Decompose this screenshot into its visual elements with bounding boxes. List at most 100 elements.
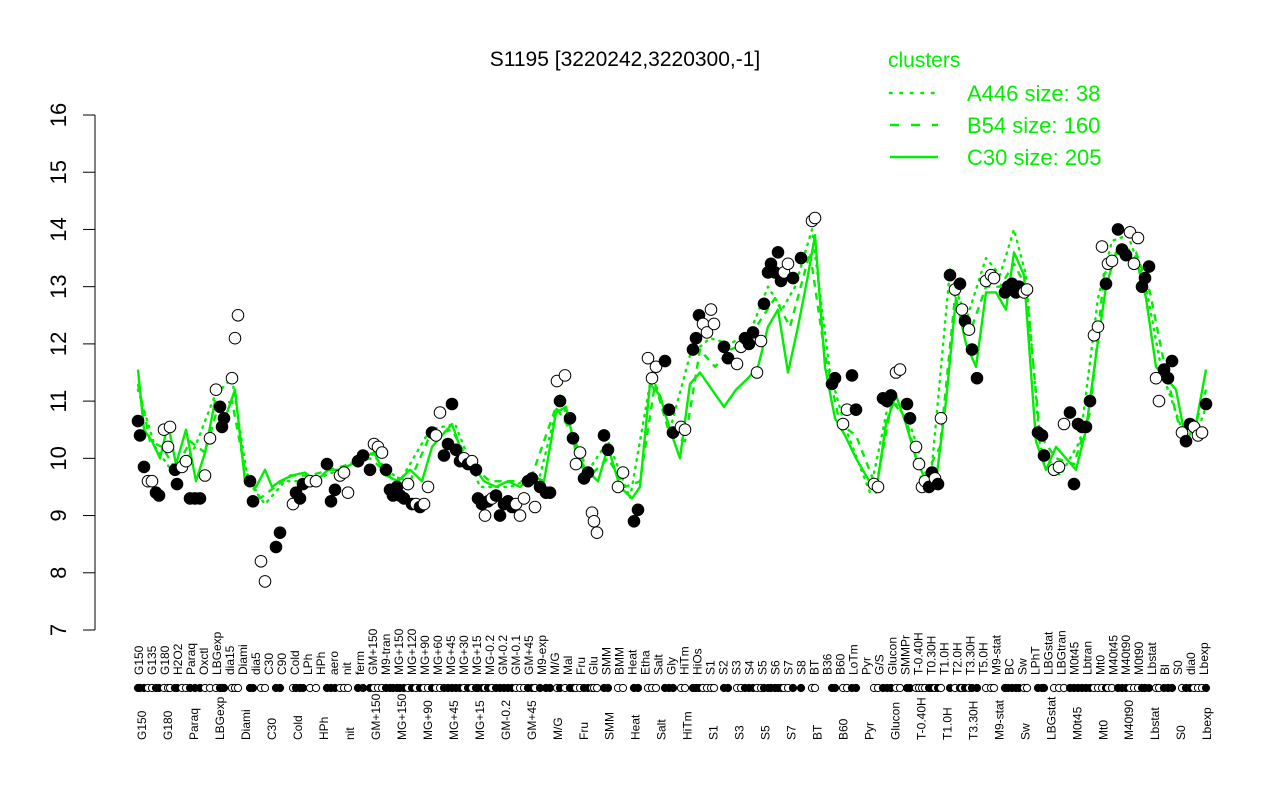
x-tick-label: S3 <box>730 660 744 675</box>
data-point <box>131 414 145 428</box>
x-tick-label: Fru <box>574 657 588 675</box>
data-point <box>225 371 239 385</box>
x-tick-label: BC <box>1002 658 1016 675</box>
data-point <box>746 326 760 339</box>
x-tick-label: HiTm <box>678 646 692 675</box>
y-tick-label-13: 13 <box>46 274 71 298</box>
x-tick-label: GM+150 <box>369 693 383 740</box>
data-point <box>133 429 147 442</box>
data-point <box>717 340 731 354</box>
x-strip-point <box>618 683 628 693</box>
data-point <box>469 463 483 477</box>
x-tick-label: T1.0H <box>940 707 954 740</box>
data-point <box>871 480 885 494</box>
series-line-dotted <box>136 228 1208 506</box>
x-tick-label: MG+120 <box>405 628 419 675</box>
x-tick-label: MG+45 <box>447 700 461 740</box>
x-tick-label: Mt0 <box>1093 655 1107 675</box>
y-tick-label-8: 8 <box>46 567 71 579</box>
data-point <box>649 360 663 374</box>
x-tick-label: B60 <box>837 718 851 740</box>
x-strip-point <box>788 683 798 693</box>
data-point <box>627 515 641 528</box>
data-point <box>965 343 979 356</box>
x-tick-label: nit <box>340 662 354 675</box>
x-tick-label: nit <box>343 727 357 740</box>
data-point <box>931 477 945 491</box>
data-point <box>254 555 268 568</box>
x-tick-label: G/S <box>872 654 886 675</box>
data-point <box>478 509 492 522</box>
data-point <box>1037 449 1051 462</box>
chart-title: S1195 [3220242,3220300,-1] <box>490 48 761 71</box>
x-tick-label: Mt0 <box>1096 720 1110 740</box>
data-point <box>513 509 527 522</box>
x-tick-label: GM+45 <box>522 635 536 675</box>
data-point <box>161 440 175 454</box>
x-tick-label: dia15 <box>223 645 237 675</box>
x-tick-label: MG+15 <box>470 635 484 675</box>
legend-title: clusters <box>888 49 960 72</box>
data-point <box>193 492 207 505</box>
data-point <box>1195 426 1209 439</box>
x-tick-label: Sw <box>1018 723 1032 740</box>
data-point <box>437 449 451 462</box>
x-tick-label: G150 <box>132 645 146 675</box>
x-strip-point <box>651 683 661 693</box>
legend-label-solid: C30 size: 205 <box>967 145 1102 170</box>
x-tick-label: GM-0.2 <box>499 700 513 740</box>
x-tick-label: S0 <box>1174 725 1188 740</box>
x-tick-label: M0t90 <box>1132 641 1146 675</box>
x-tick-label: SMM <box>600 647 614 675</box>
data-point <box>750 366 764 379</box>
x-tick-label: MG+60 <box>431 635 445 675</box>
data-point <box>893 363 907 376</box>
data-point <box>641 351 655 365</box>
legend-label-dashed: B54 size: 160 <box>967 113 1100 138</box>
x-tick-label: LPhT <box>1028 646 1042 675</box>
data-point <box>324 495 338 508</box>
x-tick-label: B60 <box>834 653 848 675</box>
x-tick-label: T0.30H <box>924 636 938 675</box>
x-tick-label: S2 <box>717 660 731 675</box>
x-tick-label: G180 <box>158 645 172 675</box>
data-point <box>771 246 785 259</box>
x-tick-label: Oxctl <box>197 648 211 675</box>
data-point <box>152 489 166 502</box>
x-tick-label: Lbstat <box>1145 642 1159 675</box>
x-tick-label: S5 <box>756 660 770 675</box>
data-point <box>356 449 370 462</box>
data-point <box>581 466 595 479</box>
x-tick-label: LBGtran <box>1054 630 1068 675</box>
data-point <box>786 271 800 285</box>
data-point <box>934 412 948 425</box>
data-point <box>781 257 795 271</box>
x-strip-point <box>1201 683 1211 693</box>
x-strip-point <box>343 683 353 693</box>
data-point <box>658 354 672 368</box>
x-tick-label: MG+30 <box>457 635 471 675</box>
data-point <box>198 469 212 482</box>
x-strip-point <box>603 683 613 693</box>
x-tick-label: M9-tran <box>379 634 393 675</box>
data-point <box>558 369 572 382</box>
data-point <box>163 420 177 434</box>
x-tick-label: S4 <box>743 660 757 675</box>
x-tick-label: Heat <box>626 649 640 675</box>
data-point <box>631 503 645 517</box>
data-point <box>379 463 393 477</box>
data-point <box>528 500 542 514</box>
data-point <box>836 417 850 431</box>
data-point <box>145 474 159 488</box>
data-point <box>1052 460 1066 474</box>
data-point <box>493 509 507 522</box>
data-point <box>525 472 539 485</box>
x-tick-label: M40t90 <box>1122 700 1136 740</box>
x-tick-label: M/G <box>548 652 562 675</box>
data-point <box>1165 354 1179 368</box>
data-point <box>246 495 260 508</box>
x-strip-point <box>810 683 820 693</box>
x-tick-label: Diami <box>239 709 253 740</box>
x-tick-label: SMMPr <box>898 635 912 675</box>
